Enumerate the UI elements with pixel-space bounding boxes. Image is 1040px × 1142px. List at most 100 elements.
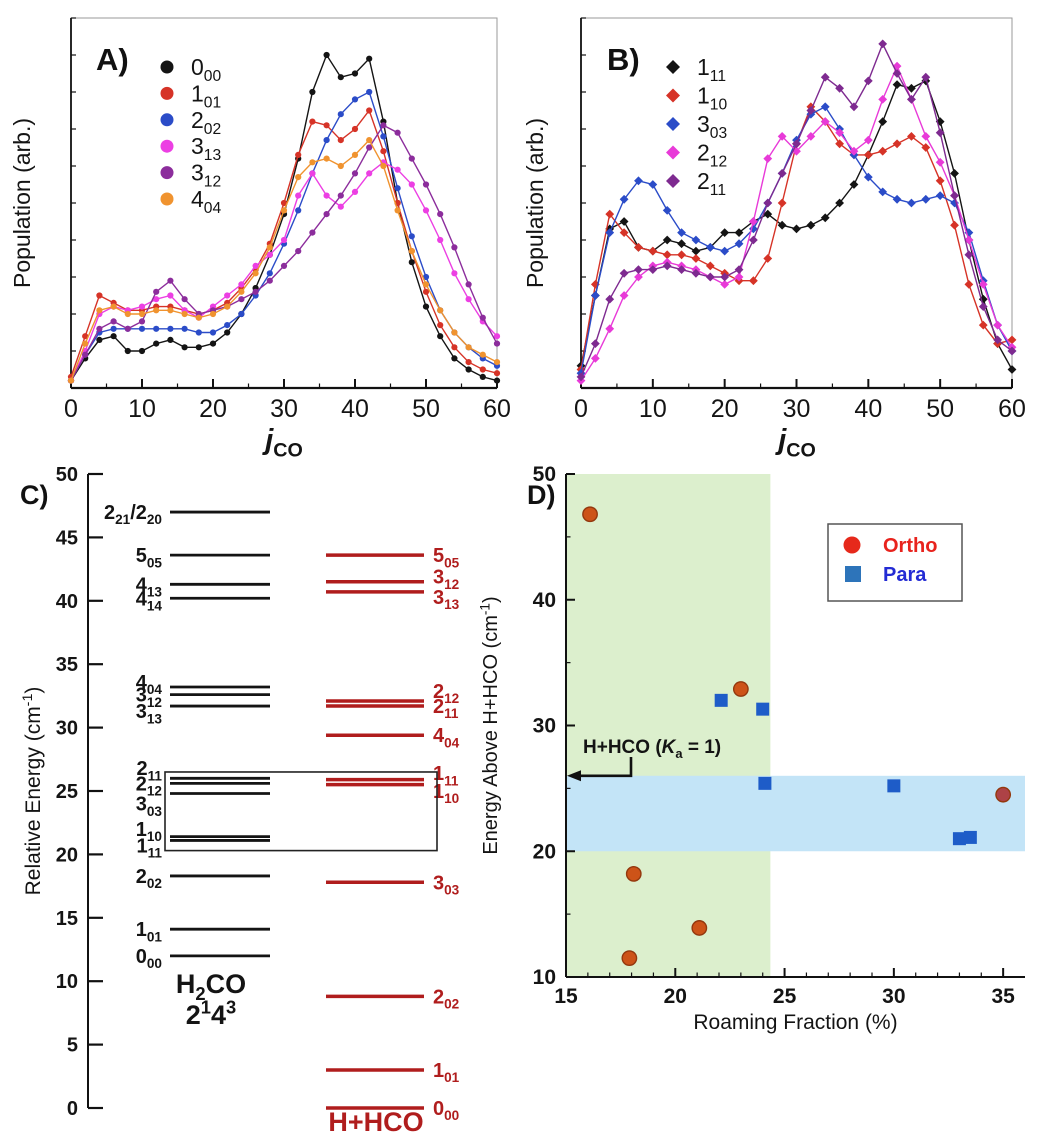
data-point <box>878 146 888 156</box>
x-tick-label: 25 <box>773 985 797 1008</box>
data-point <box>590 291 600 300</box>
data-point <box>921 194 931 204</box>
data-point <box>634 272 643 282</box>
data-point <box>935 191 945 200</box>
data-point <box>351 151 359 158</box>
data-point <box>337 162 344 170</box>
energy-level-label: 303 <box>433 872 460 897</box>
data-point <box>181 296 188 303</box>
panel-b-plot: 0 10 20 30 40 50 60 jCO Population (arb.) 1111103… <box>522 17 1026 462</box>
data-point-para <box>963 830 977 844</box>
data-point <box>323 192 330 199</box>
data-point <box>181 310 188 318</box>
data-point <box>167 336 174 343</box>
data-point <box>167 277 174 284</box>
data-point <box>849 180 859 189</box>
legend-label: 211 <box>697 168 726 199</box>
data-point <box>777 220 787 230</box>
y-axis-title: Relative Energy (cm-1) <box>20 687 45 896</box>
data-point <box>619 228 629 237</box>
data-point <box>110 303 117 310</box>
series-markers <box>67 137 501 384</box>
data-point <box>605 324 615 334</box>
data-point <box>167 292 174 299</box>
data-point <box>648 265 658 274</box>
series-line <box>70 161 498 381</box>
y-tick-label: 40 <box>533 589 556 612</box>
energy-level-label: 211 <box>433 696 459 721</box>
data-point <box>634 243 643 252</box>
data-point <box>763 254 773 263</box>
data-point <box>734 239 744 249</box>
data-point <box>195 329 202 336</box>
data-point <box>978 320 988 330</box>
series-line <box>580 64 1013 381</box>
data-point <box>1007 365 1017 374</box>
energy-level-label: 404 <box>433 725 460 750</box>
data-point <box>720 272 730 282</box>
x-tick-label: 40 <box>341 395 369 423</box>
data-point <box>209 329 217 336</box>
x-tick-label: 20 <box>711 395 739 423</box>
data-point <box>763 154 773 163</box>
energy-level-label: 413 <box>136 574 163 599</box>
energy-level-label: 211 <box>137 758 163 783</box>
x-tick-label: 30 <box>270 395 298 423</box>
axis-ticks <box>70 17 498 388</box>
data-point <box>705 261 715 271</box>
data-point <box>479 373 486 380</box>
data-point <box>422 288 430 295</box>
data-point <box>907 198 916 208</box>
series-markers <box>67 122 501 384</box>
legend-label: 101 <box>191 80 221 111</box>
data-point <box>238 281 245 288</box>
energy-level-label: 000 <box>136 946 162 971</box>
legend-label: 202 <box>191 107 221 138</box>
data-point <box>749 276 758 286</box>
energy-tick-label: 15 <box>56 908 78 930</box>
x-tick-label: 35 <box>991 985 1015 1008</box>
energy-tick-label: 50 <box>56 464 78 486</box>
data-point-para <box>714 693 728 707</box>
y-tick-label: 20 <box>533 840 556 863</box>
data-point <box>366 137 373 144</box>
data-point <box>394 166 401 173</box>
h2co-title: H2CO <box>176 969 246 1004</box>
energy-level-label: 101 <box>433 1060 460 1085</box>
data-point-para <box>887 779 901 793</box>
legend-label-ortho: Ortho <box>883 535 937 557</box>
data-point <box>878 117 888 126</box>
legend-label: 303 <box>697 111 727 142</box>
y-tick-label: 50 <box>533 463 556 486</box>
legend-marker-icon <box>160 139 174 153</box>
data-point <box>648 246 658 256</box>
data-point <box>493 377 501 384</box>
x-tick-label: 0 <box>574 395 588 423</box>
y-axis-title: Population (arb.) <box>522 118 548 288</box>
energy-level-label: 312 <box>433 567 460 592</box>
data-point <box>792 139 801 149</box>
data-point <box>337 111 344 118</box>
data-point <box>309 88 316 96</box>
blue-shaded-band <box>566 775 1025 852</box>
data-point <box>96 292 103 299</box>
data-point <box>252 288 259 295</box>
data-point <box>96 325 103 332</box>
legend-marker-icon <box>160 166 174 180</box>
data-point <box>863 172 873 182</box>
data-point <box>465 281 472 288</box>
data-point <box>408 259 415 266</box>
data-point <box>366 55 373 62</box>
energy-level-label: 312 <box>136 685 163 710</box>
data-point <box>351 188 359 195</box>
energy-level-label: 110 <box>136 819 162 844</box>
data-point <box>195 344 202 351</box>
data-point <box>978 280 988 289</box>
data-point <box>777 132 787 141</box>
energy-level-label: 313 <box>433 587 460 612</box>
data-point <box>408 155 415 162</box>
data-point <box>96 336 103 343</box>
x-tick-label: 15 <box>554 985 578 1008</box>
